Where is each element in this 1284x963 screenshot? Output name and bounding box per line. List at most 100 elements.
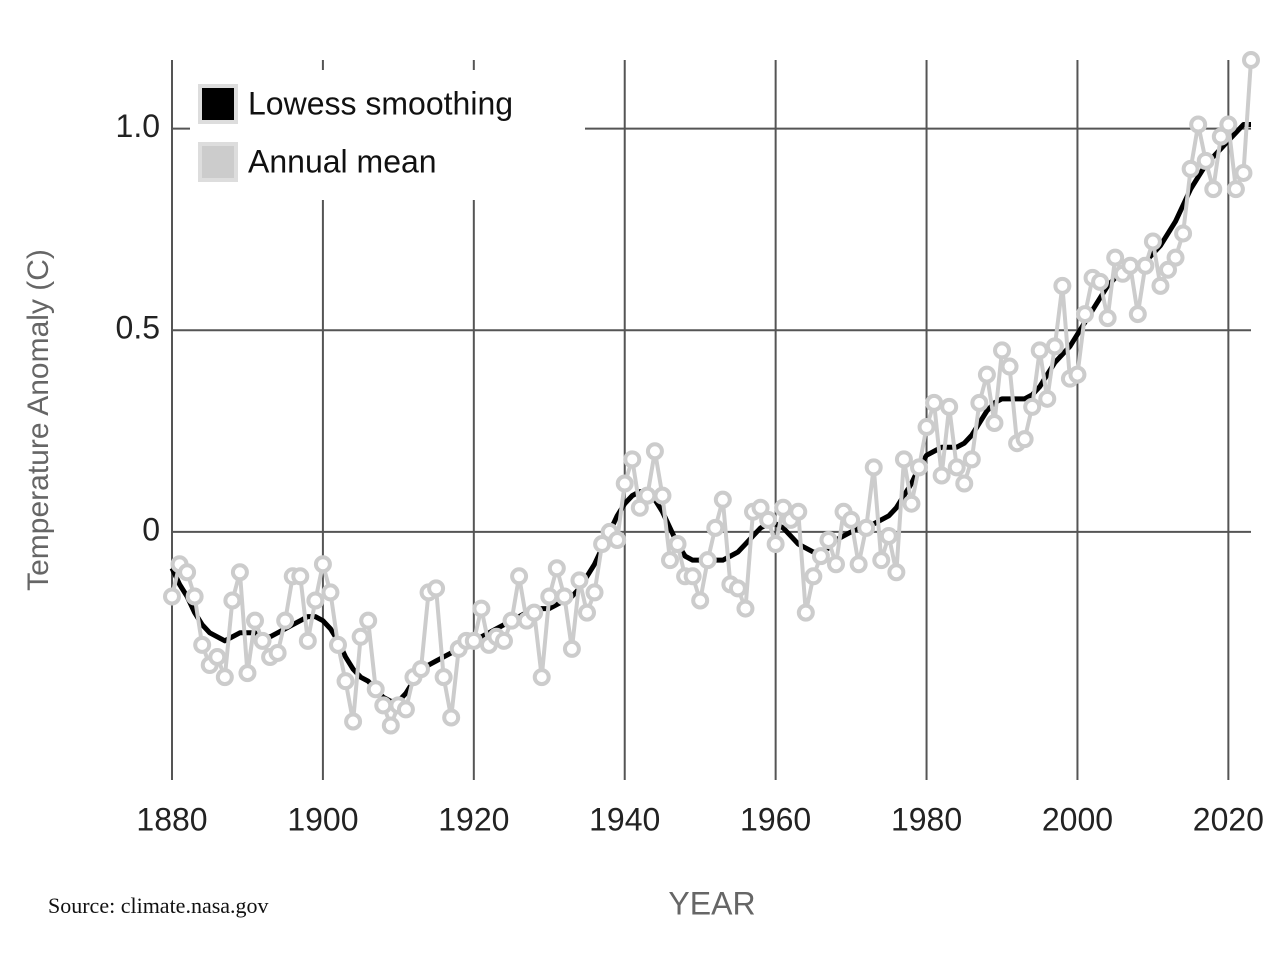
data-point [215, 668, 234, 687]
data-point [706, 518, 725, 537]
data-point [185, 587, 204, 606]
data-point [925, 393, 944, 412]
data-point [246, 611, 264, 630]
data-point [1143, 232, 1162, 251]
data-point [1045, 337, 1064, 356]
x-tick-label: 1980 [891, 801, 962, 837]
x-tick-label: 1920 [438, 801, 509, 837]
data-point [1234, 163, 1253, 182]
data-point [313, 555, 332, 574]
data-point [1023, 397, 1042, 416]
data-point [713, 490, 732, 509]
data-point [510, 567, 529, 586]
data-point [253, 631, 272, 650]
data-point [223, 591, 242, 610]
data-point [178, 563, 197, 582]
data-point [562, 639, 581, 658]
data-point [502, 611, 521, 630]
data-point [1166, 248, 1185, 267]
x-axis-label: YEAR [668, 885, 755, 921]
data-point [472, 599, 491, 618]
data-point [276, 611, 295, 630]
legend: Lowess smoothing Annual mean [190, 70, 585, 200]
legend-label: Annual mean [248, 143, 437, 179]
legend-box [190, 70, 585, 200]
data-point [547, 559, 566, 578]
data-point [759, 510, 778, 529]
y-tick-label: 1.0 [116, 108, 160, 144]
data-point [381, 716, 400, 735]
data-point [578, 603, 596, 622]
data-point [947, 458, 966, 477]
data-point [1196, 151, 1215, 170]
data-point [849, 555, 868, 574]
data-point [442, 708, 461, 727]
data-point [230, 563, 249, 582]
y-tick-label: 0 [142, 511, 160, 547]
data-point [804, 567, 823, 586]
data-point [1038, 389, 1057, 408]
data-point [955, 474, 974, 493]
data-point [464, 631, 483, 650]
data-point [1076, 305, 1094, 324]
data-point [1053, 276, 1072, 295]
data-point [193, 635, 212, 654]
data-point [1181, 159, 1200, 178]
data-point [412, 660, 430, 679]
data-point [962, 450, 981, 469]
data-point [819, 531, 838, 549]
data-point [1091, 272, 1110, 291]
y-axis-label: Temperature Anomaly (C) [22, 249, 55, 591]
data-point [1226, 180, 1245, 199]
data-point [306, 591, 325, 610]
data-point [291, 567, 310, 586]
data-point [902, 494, 921, 513]
data-point [329, 635, 347, 654]
data-point [608, 531, 627, 549]
data-point [910, 458, 928, 477]
data-point [495, 631, 513, 650]
data-point [857, 518, 876, 537]
data-point [1151, 276, 1170, 295]
data-point [653, 486, 672, 505]
data-point [691, 591, 710, 610]
data-point [1128, 305, 1147, 324]
data-point [366, 680, 385, 699]
data-point [359, 611, 378, 630]
data-point [811, 547, 830, 566]
data-point [977, 365, 996, 384]
data-point [585, 583, 604, 602]
data-point [985, 414, 1004, 433]
data-point [351, 627, 370, 646]
data-point [970, 393, 989, 412]
data-point [396, 700, 415, 719]
data-point [661, 551, 679, 570]
data-point [683, 567, 702, 586]
x-tick-label: 2000 [1042, 801, 1113, 837]
data-point [434, 668, 453, 687]
data-point [751, 498, 770, 517]
data-point [879, 526, 898, 545]
data-point [728, 579, 747, 598]
data-point [344, 712, 363, 731]
x-tick-label: 1960 [740, 801, 811, 837]
data-point [736, 599, 755, 618]
data-point [698, 551, 717, 570]
data-point [570, 571, 589, 590]
data-point [1219, 115, 1238, 134]
data-point [796, 603, 815, 622]
data-point [1159, 260, 1177, 279]
data-point [555, 587, 574, 606]
legend-swatch [198, 142, 238, 182]
data-point [532, 668, 551, 687]
data-point [525, 603, 544, 622]
data-point [623, 450, 642, 469]
x-tick-label: 1940 [589, 801, 660, 837]
data-point [789, 502, 808, 521]
data-point [827, 555, 845, 574]
data-point [894, 450, 913, 469]
x-tick-label: 1900 [287, 801, 358, 837]
data-point [1189, 115, 1208, 134]
